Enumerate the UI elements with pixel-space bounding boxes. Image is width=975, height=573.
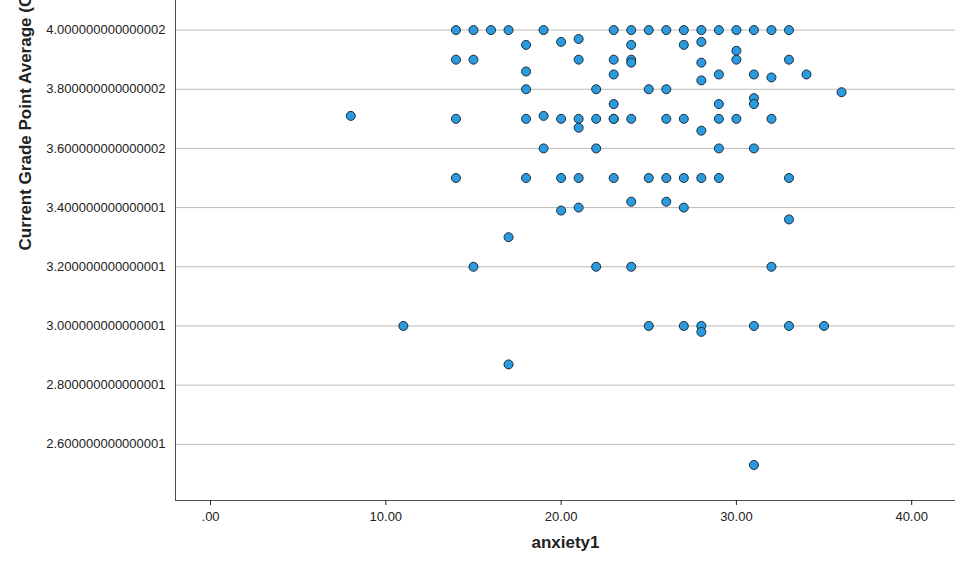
svg-text:20.00: 20.00 — [545, 509, 578, 524]
svg-text:10.00: 10.00 — [370, 509, 403, 524]
svg-text:40.00: 40.00 — [895, 509, 928, 524]
svg-text:3.200000000000001: 3.200000000000001 — [46, 259, 165, 274]
svg-text:anxiety1: anxiety1 — [531, 533, 599, 552]
svg-text:3.400000000000001: 3.400000000000001 — [46, 200, 165, 215]
svg-text:2.800000000000001: 2.800000000000001 — [46, 377, 165, 392]
svg-text:Current Grade Point Average (G: Current Grade Point Average (GPA) — [16, 0, 35, 251]
svg-text:30.00: 30.00 — [720, 509, 753, 524]
svg-text:4.000000000000002: 4.000000000000002 — [46, 22, 165, 37]
svg-text:3.000000000000001: 3.000000000000001 — [46, 318, 165, 333]
svg-text:2.600000000000001: 2.600000000000001 — [46, 436, 165, 451]
svg-text:.00: .00 — [202, 509, 220, 524]
svg-text:3.600000000000002: 3.600000000000002 — [46, 141, 165, 156]
svg-text:3.800000000000002: 3.800000000000002 — [46, 81, 165, 96]
